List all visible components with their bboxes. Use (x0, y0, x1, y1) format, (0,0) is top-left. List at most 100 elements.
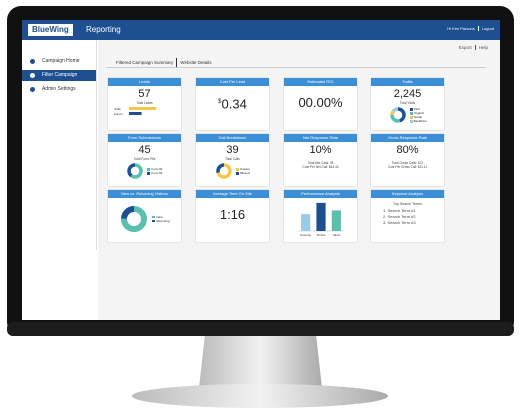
card-title: Call Breakdown (196, 134, 269, 142)
column-label: Tablet (332, 233, 340, 237)
bar-row: Forms (114, 111, 175, 116)
column-label: Mobile (316, 233, 325, 237)
breadcrumb-item[interactable]: Filtered Campaign Summary (116, 60, 174, 65)
legend-swatch (147, 172, 151, 175)
card: Net Response Rate 10% Total Net Calls: 35 C… (284, 134, 357, 186)
card-line: Total Net Calls: 35 (307, 161, 334, 165)
term-item[interactable]: 3. Search Term #3 (383, 220, 416, 226)
donut-segment (121, 206, 148, 232)
card-caption: Total Visits (399, 101, 416, 105)
card-value: 80% (371, 144, 444, 157)
legend-item: Form #1 (147, 167, 163, 171)
donut-chart (121, 206, 148, 232)
card-value: 45 (108, 144, 181, 157)
donut-segment (127, 163, 144, 179)
monitor-neck (199, 334, 322, 388)
currency-symbol: $ (218, 99, 222, 105)
value-text: 80% (396, 144, 419, 156)
separator (176, 58, 178, 67)
column (300, 214, 310, 231)
card-line: Cost Per Net Call: $44.44 (302, 165, 339, 170)
legend-label: New (156, 215, 163, 219)
card-title: Keyword Analysis (371, 190, 444, 198)
card-value: 1:16 (196, 208, 269, 221)
screen: BlueWing Reporting Hi Kim Parsons Logout … (22, 20, 500, 320)
card-subtitle: Top Search Terms (393, 202, 422, 206)
card-title: Cost Per Lead (196, 78, 269, 86)
legend-swatch (235, 168, 239, 171)
card-caption: Total Leads (136, 101, 153, 105)
legend-item: Missed (235, 171, 250, 175)
legend: Paid Organic Social Backlinks (409, 107, 427, 123)
value-text: 45 (138, 144, 151, 156)
brand-logo[interactable]: BlueWing (28, 24, 73, 36)
legend-item: Backlinks (409, 119, 426, 123)
donut-chart (389, 107, 406, 123)
card-line: Total Gross Calls: 102 (391, 161, 424, 165)
legend-item: Answer (235, 167, 250, 172)
bar-label: Forms (114, 111, 123, 116)
card: Leads 57 Total Leads Calls Forms (108, 78, 181, 130)
value-text: 00.00% (298, 95, 343, 110)
card-title: New vs. Returning Visitors (108, 190, 181, 198)
legend-item: Organic (409, 111, 427, 115)
column (331, 210, 341, 231)
card-line: Cost Per Gross Call: $11.11 (387, 165, 428, 170)
legend-swatch (147, 168, 151, 171)
column (315, 202, 326, 231)
card: Keyword Analysis Top Search Terms 1. Searc… (371, 190, 444, 242)
card: Average Time On Site 1:16 (196, 190, 269, 242)
value-text: 57 (138, 88, 151, 100)
term-item[interactable]: 2. Search Term #2 (383, 214, 416, 220)
legend-item: Form #2 (147, 171, 163, 176)
export-link[interactable]: Export (458, 45, 472, 50)
legend-item: Social (409, 115, 427, 120)
legend-label: Social (413, 115, 422, 120)
separator (477, 26, 479, 31)
card: Form Submissions 45 Total Form Fills Form #… (108, 134, 181, 186)
monitor-chin (7, 322, 514, 336)
column-label: Desktop (300, 233, 311, 237)
legend-label: Paid (413, 107, 420, 112)
card-title: Gross Response Rate (371, 134, 444, 142)
user-name[interactable]: Hi Kim Parsons (447, 26, 475, 31)
help-link[interactable]: Help (478, 45, 488, 50)
bar (129, 112, 142, 116)
legend-label: Answer (239, 167, 250, 172)
donut-chart (127, 163, 144, 179)
breadcrumb-item[interactable]: Website Details (180, 60, 212, 65)
bar-track (129, 107, 157, 111)
sidebar-label: Campaign Home (42, 58, 80, 64)
card-title: Estimated ROI (284, 78, 357, 86)
legend-swatch (409, 112, 413, 115)
value-text: 0.34 (221, 96, 247, 112)
logout-link[interactable]: Logout (481, 26, 494, 31)
card-title: Net Response Rate (284, 134, 357, 142)
card-title: Average Time On Site (196, 190, 269, 198)
separator (474, 45, 476, 50)
legend: Form #1 Form #2 (147, 167, 163, 176)
term-item[interactable]: 1. Search Term #1 (383, 208, 416, 214)
legend-label: Form #2 (151, 171, 163, 176)
header: BlueWing Reporting Hi Kim Parsons Logout (22, 20, 500, 40)
card: Traffic 2,245 Total Visits Paid Organic Socia… (371, 78, 444, 130)
legend-swatch (409, 108, 413, 111)
card-title: Form Submissions (108, 134, 181, 142)
legend-label: Returning (156, 219, 170, 223)
legend-swatch (152, 220, 156, 223)
card-value: 00.00% (284, 96, 357, 109)
sidebar-item[interactable]: Campaign Home (22, 56, 96, 67)
card-value: 57 (108, 88, 181, 101)
value-text: 10% (309, 144, 332, 156)
bar-list: Calls Forms (114, 106, 175, 116)
donut-segment (389, 107, 406, 123)
legend: New Returning (152, 215, 170, 223)
sidebar-icon (30, 87, 35, 92)
sidebar-item[interactable]: Admin Settings (22, 84, 96, 95)
bar-row: Calls (114, 106, 175, 111)
legend-item: Returning (152, 219, 170, 223)
legend-swatch (409, 116, 413, 119)
donut-row: Form #1 Form #2 (108, 162, 181, 180)
sidebar-item[interactable]: Filter Campaign (22, 70, 96, 81)
